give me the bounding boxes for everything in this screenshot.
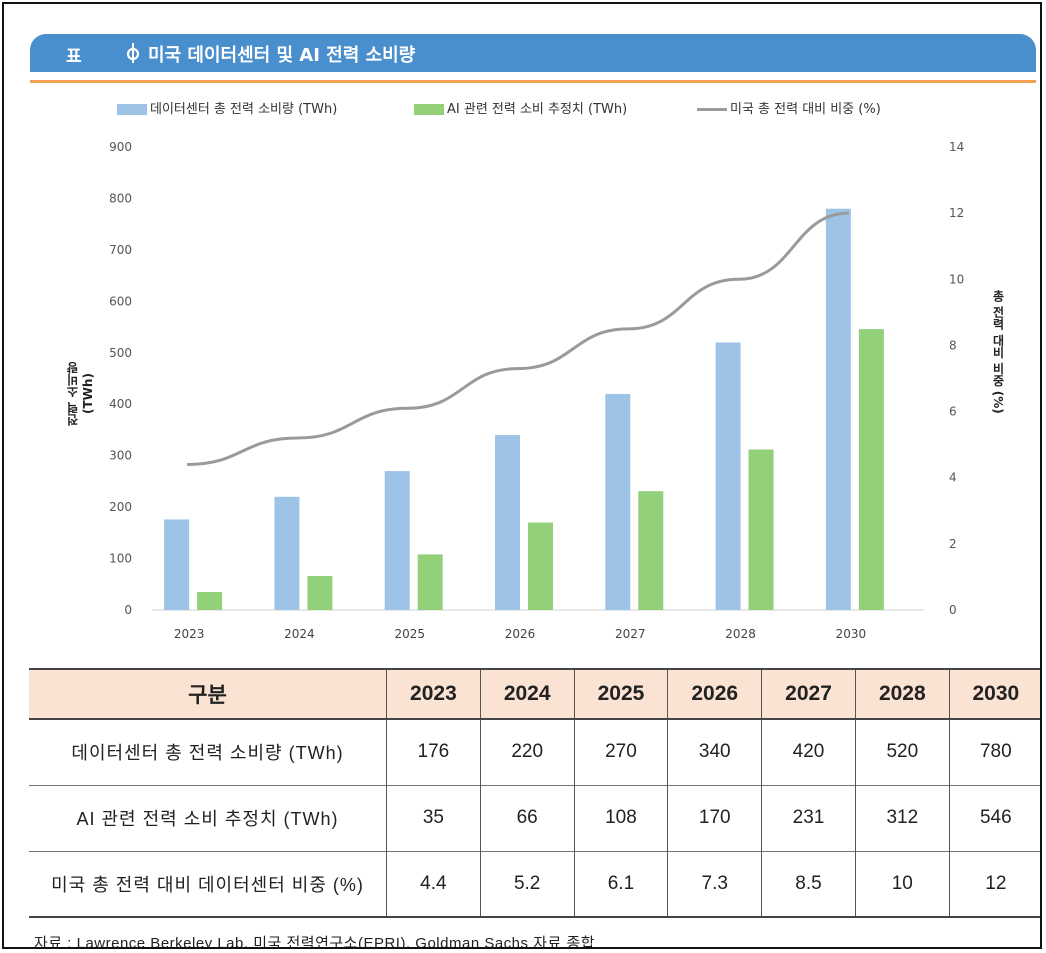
legend-label-bar2: AI 관련 전력 소비 추정치 (TWh) xyxy=(447,102,628,117)
x-tick-label: 2025 xyxy=(394,627,425,641)
legend-swatch-bar1 xyxy=(117,104,147,115)
table-header-year: 2024 xyxy=(480,669,575,719)
table-cell: 231 xyxy=(761,785,856,851)
x-tick-label: 2026 xyxy=(505,627,536,641)
y-tick-left: 500 xyxy=(109,346,132,360)
bar-ai xyxy=(307,576,333,610)
bar-ai xyxy=(528,522,553,610)
table-cell: 10 xyxy=(855,851,950,917)
y-tick-right: 4 xyxy=(949,471,957,485)
table-header-row: 구분 2023 2024 2025 2026 2027 2028 2030 xyxy=(29,669,1040,719)
figure-title: 미국 데이터센터 및 AI 전력 소비량 xyxy=(148,45,416,66)
y-tick-left: 0 xyxy=(124,603,132,617)
table-cell: 4.4 xyxy=(386,851,481,917)
bar-ai xyxy=(858,329,884,610)
table-cell: 108 xyxy=(574,785,669,851)
table-header-label: 구분 xyxy=(29,669,387,719)
bar-ai xyxy=(748,449,774,610)
bar-ai xyxy=(417,554,443,610)
chart-canvas: 0 100 200 300 400 500 600 700 800 900 0 2 4 6 8 10 12 14 2… xyxy=(109,140,964,641)
row-label: AI 관련 전력 소비 추정치 (TWh) xyxy=(29,785,387,851)
table-cell: 6.1 xyxy=(574,851,669,917)
divider xyxy=(30,80,1036,83)
bar-datacenter xyxy=(274,496,300,610)
table-cell: 12 xyxy=(985,872,1007,894)
table-cell: 35 xyxy=(386,785,481,851)
x-tick-label: 2030 xyxy=(836,627,867,641)
y-tick-right: 2 xyxy=(949,537,957,551)
table-cell: 780 xyxy=(979,741,1012,763)
table-header-year: 2025 xyxy=(574,669,669,719)
y-tick-left: 100 xyxy=(109,552,132,566)
line-share xyxy=(187,211,849,466)
source-note: 자료 : Lawrence Berkeley Lab, 미국 전력연구소(EPR… xyxy=(34,935,596,949)
table-cell: 270 xyxy=(574,719,669,785)
table-header-year: 2026 xyxy=(667,669,763,719)
chart-legend: 데이터센터 총 전력 소비량 (TWh) AI 관련 전력 소비 추정치 (TW… xyxy=(4,98,1040,118)
legend-item-bar1: 데이터센터 총 전력 소비량 (TWh) xyxy=(117,98,337,117)
y-axis-title-right: 총 전력 대비 비중 (%) xyxy=(991,290,1005,414)
legend-swatch-line xyxy=(697,108,727,111)
bar-datacenter xyxy=(164,519,190,610)
table-cell: 5.2 xyxy=(480,851,575,917)
x-tick-label: 2028 xyxy=(725,627,756,641)
bar-ai xyxy=(638,491,664,610)
table-row: AI 관련 전력 소비 추정치 (TWh) 35 66 108 170 231 312 546 xyxy=(29,785,1040,851)
row-label: 미국 총 전력 대비 데이터센터 비중 (%) xyxy=(29,851,387,917)
x-tick-label: 2023 xyxy=(174,627,205,641)
table-cell: 176 xyxy=(386,719,481,785)
table-cell: 66 xyxy=(480,785,575,851)
bar-datacenter xyxy=(715,342,741,610)
legend-item-line: 미국 총 전력 대비 비중 (%) xyxy=(697,98,881,117)
y-tick-left: 700 xyxy=(109,243,132,257)
bar-datacenter xyxy=(384,471,410,610)
table-row: 미국 총 전력 대비 데이터센터 비중 (%) 4.4 5.2 6.1 7.3 8.5 10… xyxy=(29,851,1040,917)
row-label: 데이터센터 총 전력 소비량 (TWh) xyxy=(29,719,387,785)
bar-datacenter xyxy=(495,435,520,610)
table-header-year: 2028 xyxy=(855,669,950,719)
y-tick-left: 300 xyxy=(109,449,132,463)
table-cell: 8.5 xyxy=(761,851,856,917)
y-tick-right: 14 xyxy=(949,140,964,154)
table-cell: 170 xyxy=(667,785,763,851)
bar-ai xyxy=(197,591,223,610)
table-header-year: 2023 xyxy=(386,669,481,719)
bar-datacenter xyxy=(825,208,851,610)
y-tick-right: 0 xyxy=(949,603,957,617)
table-cell: 220 xyxy=(480,719,575,785)
y-tick-right: 6 xyxy=(949,405,957,419)
legend-label-line: 미국 총 전력 대비 비중 (%) xyxy=(730,102,881,117)
x-tick-label: 2024 xyxy=(284,627,315,641)
y-tick-right: 8 xyxy=(949,338,957,352)
y-tick-left: 400 xyxy=(109,397,132,411)
table-cell: 420 xyxy=(761,719,856,785)
y-tick-right: 12 xyxy=(949,206,964,220)
y-tick-left: 200 xyxy=(109,500,132,514)
legend-label-bar1: 데이터센터 총 전력 소비량 (TWh) xyxy=(150,102,338,117)
table-cell: 312 xyxy=(855,785,950,851)
table-header-year: 2027 xyxy=(761,669,856,719)
table-body: 데이터센터 총 전력 소비량 (TWh) 176 220 270 340 420 520 78… xyxy=(29,719,1040,917)
table-cell: 520 xyxy=(855,719,950,785)
title-bar: 표 미국 데이터센터 및 AI 전력 소비량 xyxy=(30,34,1036,72)
y-tick-right: 10 xyxy=(949,272,964,286)
table-cell: 340 xyxy=(667,719,763,785)
y-axis-title-left: 전력 소비량 (TWh) xyxy=(66,361,95,427)
table-tag: 표 xyxy=(66,47,82,67)
table-cell: 546 xyxy=(979,807,1012,828)
table-header-year: 2030 xyxy=(972,682,1020,705)
data-table: 구분 2023 2024 2025 2026 2027 2028 2030 데이터센터 총 전… xyxy=(29,668,1040,918)
y-tick-left: 800 xyxy=(109,191,132,205)
legend-item-bar2: AI 관련 전력 소비 추정치 (TWh) xyxy=(414,98,627,117)
bar-datacenter xyxy=(605,393,631,610)
legend-swatch-bar2 xyxy=(414,104,444,115)
y-tick-left: 900 xyxy=(109,140,132,154)
pin-icon xyxy=(126,43,140,63)
table-cell: 7.3 xyxy=(667,851,763,917)
table-row: 데이터센터 총 전력 소비량 (TWh) 176 220 270 340 420 520 78… xyxy=(29,719,1040,785)
y-tick-left: 600 xyxy=(109,294,132,308)
x-tick-label: 2027 xyxy=(615,627,646,641)
